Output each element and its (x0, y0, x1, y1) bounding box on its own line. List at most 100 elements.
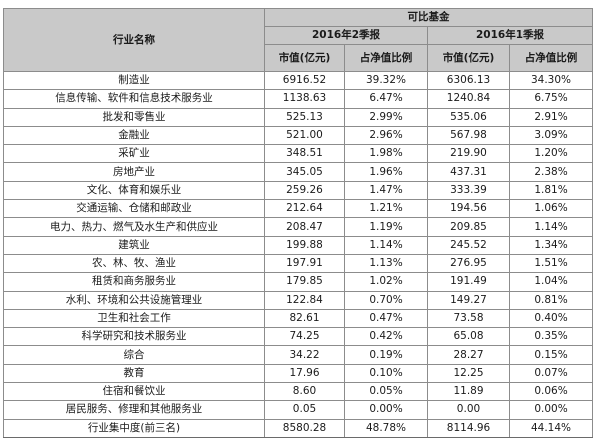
q2-market-value-cell: 6916.52 (264, 70, 345, 91)
q1-market-value-cell: 6306.13 (427, 70, 510, 91)
q1-market-value-cell: 209.85 (427, 217, 510, 237)
q1-market-value-cell: 28.27 (427, 345, 510, 365)
q1-nav-ratio-cell: 1.20% (509, 144, 593, 164)
q2-nav-ratio-cell: 2.99% (344, 107, 428, 127)
industry-name-cell: 交通运输、仓储和邮政业 (3, 199, 265, 219)
table-row: 文化、体育和娱乐业 259.26 1.47% 333.39 1.81% (3, 180, 593, 201)
q2-nav-ratio-cell: 48.78% (344, 418, 428, 438)
q2-nav-ratio-cell: 1.96% (344, 162, 428, 182)
table-body: 制造业 6916.52 39.32% 6306.13 34.30% 信息传输、软件和信息技… (3, 70, 593, 438)
table-header: 行业名称 可比基金 2016年2季报 2016年1季报 市值(亿元) 占净值比例… (3, 8, 593, 72)
q2-market-value-cell: 8580.28 (264, 418, 345, 438)
industry-name-cell: 制造业 (3, 70, 265, 91)
table-row: 制造业 6916.52 39.32% 6306.13 34.30% (3, 70, 593, 91)
q1-market-value-cell: 12.25 (427, 363, 510, 384)
q1-market-value-cell: 276.95 (427, 253, 510, 274)
q1-market-value-cell: 73.58 (427, 308, 510, 329)
q2-market-value-cell: 8.60 (264, 382, 345, 402)
q2-market-value-cell: 179.85 (264, 272, 345, 292)
table-row: 信息传输、软件和信息技术服务业 1138.63 6.47% 1240.84 6.75% (3, 89, 593, 109)
q1-market-value-cell: 0.00 (427, 400, 510, 420)
q1-market-value-header: 市值(亿元) (427, 44, 510, 72)
industry-column-header: 行业名称 (3, 8, 265, 72)
q2-nav-ratio-cell: 0.70% (344, 290, 428, 310)
q1-market-value-cell: 333.39 (427, 180, 510, 201)
q2-nav-ratio-cell: 1.21% (344, 199, 428, 219)
industry-name-cell: 综合 (3, 345, 265, 365)
q2-nav-ratio-cell: 0.19% (344, 345, 428, 365)
q1-nav-ratio-cell: 34.30% (509, 70, 593, 91)
table-row: 租赁和商务服务业 179.85 1.02% 191.49 1.04% (3, 272, 593, 292)
q1-market-value-cell: 437.31 (427, 162, 510, 182)
q2-nav-ratio-cell: 1.02% (344, 272, 428, 292)
table-row: 科学研究和技术服务业 74.25 0.42% 65.08 0.35% (3, 327, 593, 347)
table-row: 综合 34.22 0.19% 28.27 0.15% (3, 345, 593, 365)
q2-market-value-cell: 122.84 (264, 290, 345, 310)
q2-nav-ratio-cell: 0.10% (344, 363, 428, 384)
q1-nav-ratio-cell: 2.38% (509, 162, 593, 182)
q2-market-value-cell: 0.05 (264, 400, 345, 420)
q1-nav-ratio-cell: 1.14% (509, 217, 593, 237)
q1-nav-ratio-cell: 1.51% (509, 253, 593, 274)
q1-nav-ratio-cell: 0.07% (509, 363, 593, 384)
q2-nav-ratio-cell: 6.47% (344, 89, 428, 109)
q1-market-value-cell: 535.06 (427, 107, 510, 127)
industry-allocation-table: 行业名称 可比基金 2016年2季报 2016年1季报 市值(亿元) 占净值比例… (3, 8, 593, 438)
q2-nav-ratio-cell: 0.47% (344, 308, 428, 329)
q1-nav-ratio-cell: 0.81% (509, 290, 593, 310)
q2-nav-ratio-cell: 1.13% (344, 253, 428, 274)
industry-name-cell: 水利、环境和公共设施管理业 (3, 290, 265, 310)
q1-market-value-cell: 245.52 (427, 235, 510, 255)
q2-nav-ratio-cell: 1.19% (344, 217, 428, 237)
period-q2-header: 2016年2季报 (264, 26, 428, 45)
q1-nav-ratio-cell: 0.40% (509, 308, 593, 329)
q1-market-value-cell: 8114.96 (427, 418, 510, 438)
q2-market-value-cell: 1138.63 (264, 89, 345, 109)
q2-market-value-cell: 199.88 (264, 235, 345, 255)
q2-market-value-cell: 82.61 (264, 308, 345, 329)
table-row: 建筑业 199.88 1.14% 245.52 1.34% (3, 235, 593, 255)
q2-market-value-cell: 348.51 (264, 144, 345, 164)
comparable-funds-header: 可比基金 (264, 8, 593, 27)
table-row: 水利、环境和公共设施管理业 122.84 0.70% 149.27 0.81% (3, 290, 593, 310)
q2-nav-ratio-cell: 1.47% (344, 180, 428, 201)
q2-market-value-cell: 259.26 (264, 180, 345, 201)
industry-name-cell: 行业集中度(前三名) (3, 418, 265, 438)
q2-market-value-cell: 34.22 (264, 345, 345, 365)
industry-name-cell: 信息传输、软件和信息技术服务业 (3, 89, 265, 109)
q2-nav-ratio-header: 占净值比例 (344, 44, 428, 72)
industry-name-cell: 住宿和餐饮业 (3, 382, 265, 402)
q1-nav-ratio-cell: 1.04% (509, 272, 593, 292)
table-row: 卫生和社会工作 82.61 0.47% 73.58 0.40% (3, 308, 593, 329)
q1-nav-ratio-cell: 3.09% (509, 125, 593, 146)
q1-market-value-cell: 1240.84 (427, 89, 510, 109)
q1-nav-ratio-cell: 44.14% (509, 418, 593, 438)
q1-market-value-cell: 11.89 (427, 382, 510, 402)
q1-nav-ratio-cell: 1.06% (509, 199, 593, 219)
industry-name-cell: 农、林、牧、渔业 (3, 253, 265, 274)
q1-nav-ratio-cell: 1.81% (509, 180, 593, 201)
table-row: 教育 17.96 0.10% 12.25 0.07% (3, 363, 593, 384)
table-row: 居民服务、修理和其他服务业 0.05 0.00% 0.00 0.00% (3, 400, 593, 420)
q2-market-value-cell: 208.47 (264, 217, 345, 237)
q1-market-value-cell: 194.56 (427, 199, 510, 219)
q1-nav-ratio-cell: 0.15% (509, 345, 593, 365)
q1-market-value-cell: 65.08 (427, 327, 510, 347)
table-row: 农、林、牧、渔业 197.91 1.13% 276.95 1.51% (3, 253, 593, 274)
industry-name-cell: 卫生和社会工作 (3, 308, 265, 329)
industry-name-cell: 批发和零售业 (3, 107, 265, 127)
q1-nav-ratio-cell: 1.34% (509, 235, 593, 255)
industry-name-cell: 教育 (3, 363, 265, 384)
industry-name-cell: 采矿业 (3, 144, 265, 164)
q1-nav-ratio-cell: 6.75% (509, 89, 593, 109)
industry-name-cell: 建筑业 (3, 235, 265, 255)
q2-market-value-cell: 197.91 (264, 253, 345, 274)
table-row: 批发和零售业 525.13 2.99% 535.06 2.91% (3, 107, 593, 127)
industry-name-cell: 居民服务、修理和其他服务业 (3, 400, 265, 420)
q2-nav-ratio-cell: 1.98% (344, 144, 428, 164)
q2-nav-ratio-cell: 0.05% (344, 382, 428, 402)
q2-market-value-cell: 17.96 (264, 363, 345, 384)
q2-nav-ratio-cell: 1.14% (344, 235, 428, 255)
industry-name-cell: 金融业 (3, 125, 265, 146)
q1-market-value-cell: 219.90 (427, 144, 510, 164)
